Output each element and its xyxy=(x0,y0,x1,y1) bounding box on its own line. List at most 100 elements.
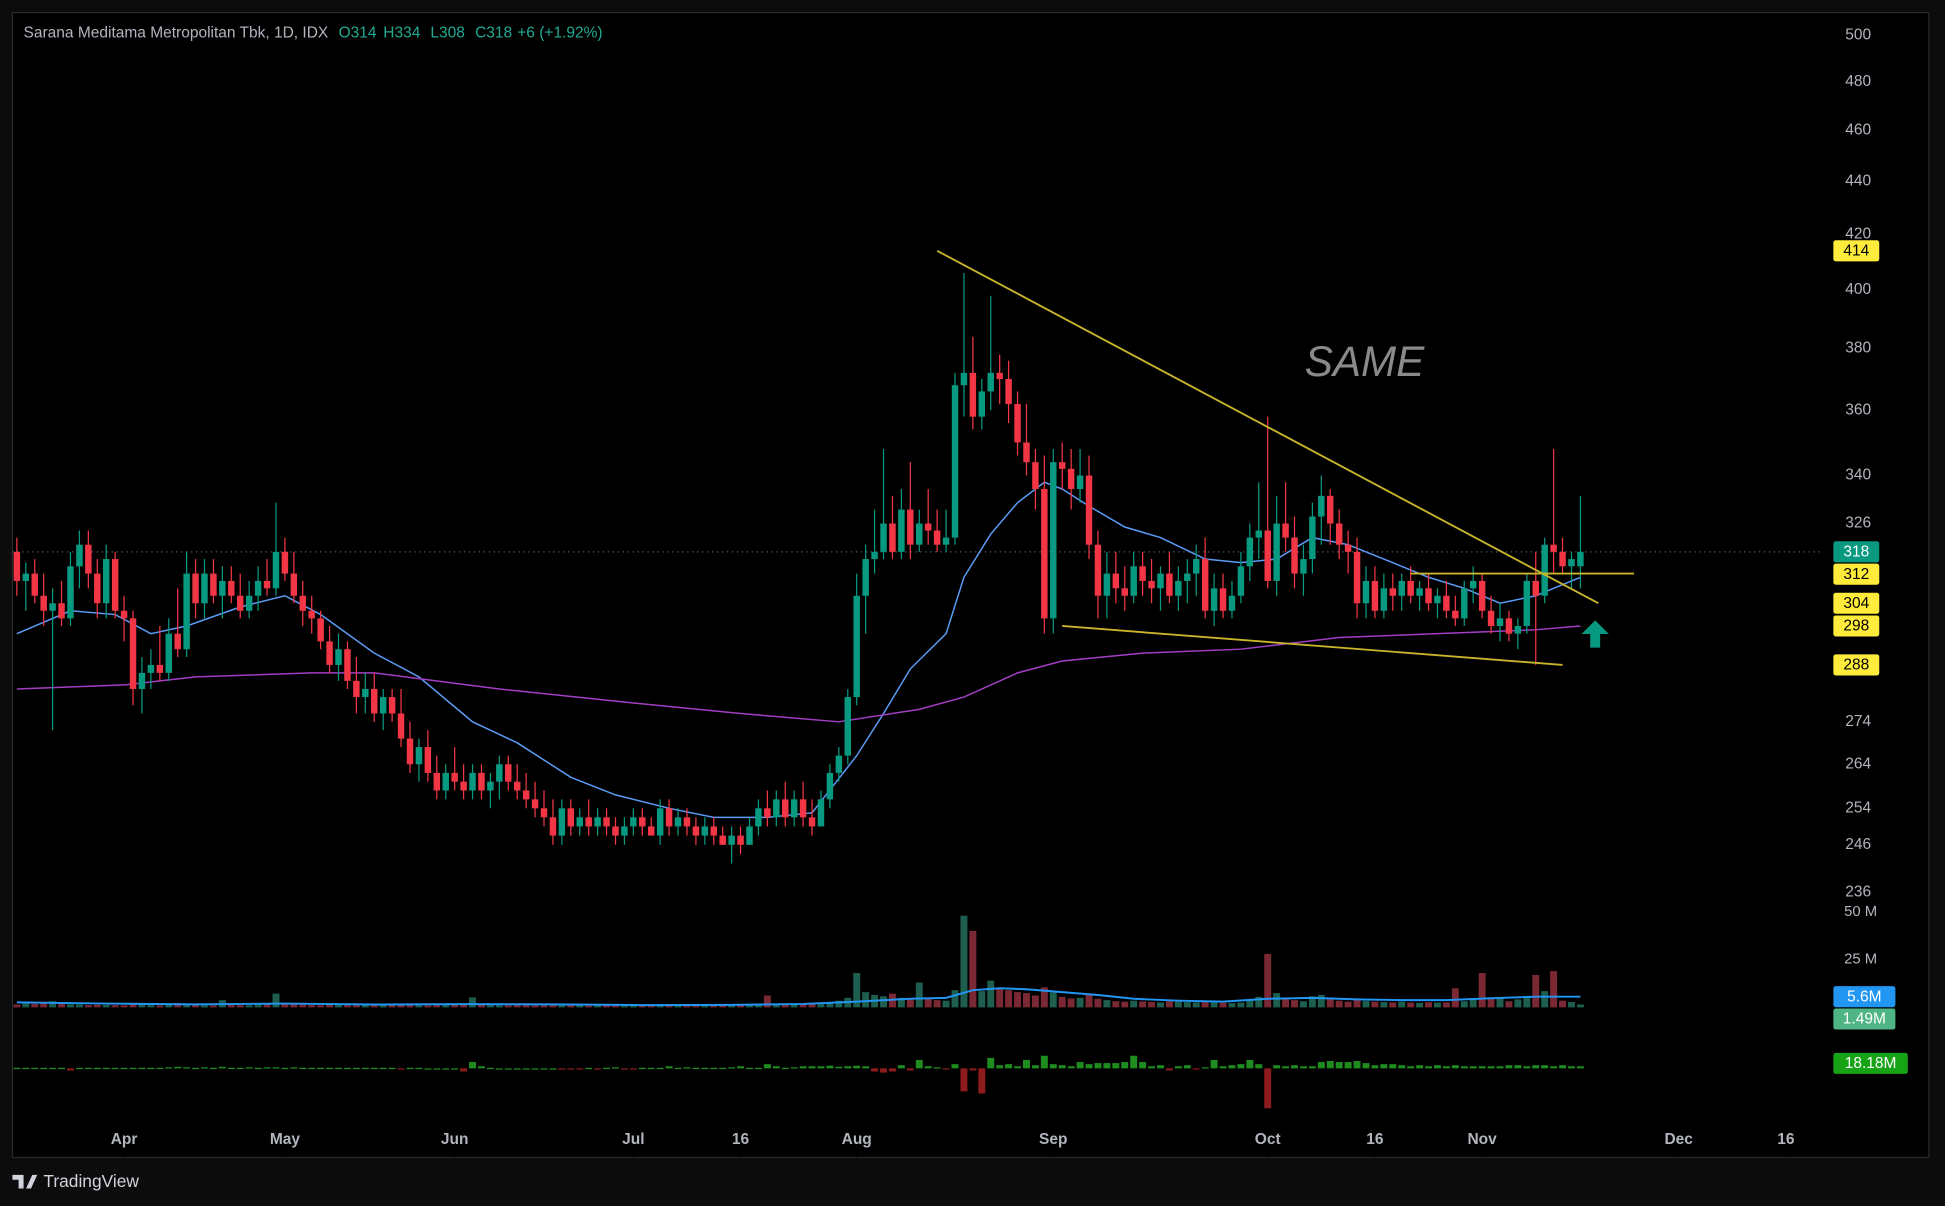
candle-body xyxy=(630,817,637,827)
candle-body xyxy=(505,764,512,782)
candle-body xyxy=(1327,495,1334,524)
volume-bar xyxy=(594,1005,602,1008)
flow-bar xyxy=(1344,1062,1352,1069)
flow-bar xyxy=(1174,1066,1182,1069)
volume-bar xyxy=(1326,999,1334,1008)
flow-bar xyxy=(1407,1066,1415,1069)
volume-bar xyxy=(102,1004,110,1008)
flow-bar xyxy=(960,1068,968,1092)
flow-bar xyxy=(924,1066,932,1069)
volume-bar xyxy=(1559,1000,1567,1008)
candle-body xyxy=(531,799,539,809)
x-tick-label: Dec xyxy=(1664,1131,1693,1148)
candle-body xyxy=(102,559,110,604)
flow-bar xyxy=(701,1067,709,1070)
candle-body xyxy=(1139,566,1146,581)
candle-body xyxy=(1487,610,1495,626)
volume-bar xyxy=(558,1005,566,1008)
candle-body xyxy=(1175,580,1182,596)
candle-body xyxy=(540,808,548,818)
flow-bar xyxy=(13,1067,21,1070)
chart-title: Sarana Meditama Metropolitan Tbk, 1D, ID… xyxy=(24,25,329,42)
x-tick-label: Oct xyxy=(1255,1131,1281,1148)
volume-bar xyxy=(826,1002,834,1008)
volume-bar xyxy=(612,1005,619,1008)
volume-bar xyxy=(93,1004,101,1008)
candle-body xyxy=(245,595,253,611)
volume-bar xyxy=(1371,1001,1379,1008)
candle-body xyxy=(460,781,467,791)
volume-bar xyxy=(1157,1002,1164,1008)
candle-body xyxy=(1452,610,1459,619)
volume-bar xyxy=(1201,1000,1209,1008)
candle-body xyxy=(1469,580,1477,589)
volume-bar xyxy=(1460,1001,1468,1008)
candle-body xyxy=(1478,580,1486,611)
flow-bar xyxy=(218,1066,226,1069)
candle-body xyxy=(639,817,646,827)
flow-bar xyxy=(201,1067,208,1069)
candle-body xyxy=(272,551,280,589)
candle-body xyxy=(120,610,128,619)
flow-bar xyxy=(120,1067,128,1070)
y-tick-label: 380 xyxy=(1845,340,1871,357)
flow-bar xyxy=(93,1067,101,1070)
flow-bar xyxy=(1496,1066,1504,1069)
flow-bar xyxy=(1264,1068,1272,1109)
volume-bar xyxy=(40,1002,48,1008)
flow-bar xyxy=(737,1066,745,1069)
y-tick-label: 500 xyxy=(1845,26,1871,43)
volume-bar xyxy=(683,1005,691,1008)
flow-bar xyxy=(844,1066,852,1069)
candle-body xyxy=(1362,580,1370,604)
flow-bar xyxy=(1005,1064,1013,1069)
flow-bar xyxy=(254,1067,262,1070)
flow-bar xyxy=(335,1067,342,1070)
flow-bar xyxy=(361,1067,369,1070)
volume-bar xyxy=(924,998,932,1008)
flow-bar xyxy=(1433,1065,1441,1069)
volume-bar xyxy=(1014,992,1022,1008)
candle-body xyxy=(1541,544,1548,596)
flow-bar xyxy=(1228,1065,1236,1069)
volume-bar xyxy=(1228,1003,1236,1008)
candle-body xyxy=(335,649,342,665)
candle-body xyxy=(1201,559,1209,611)
volume-bar xyxy=(1192,1002,1200,1008)
volume-bar xyxy=(1389,1002,1397,1008)
candle-body xyxy=(1237,566,1245,596)
brand-name[interactable]: TradingView xyxy=(43,1171,139,1191)
flow-bar xyxy=(835,1066,843,1069)
volume-bar xyxy=(1023,993,1030,1008)
volume-bar xyxy=(638,1005,646,1008)
volume-bar xyxy=(692,1005,700,1008)
candle-body xyxy=(728,835,735,845)
candle-body xyxy=(1094,544,1102,596)
volume-bar xyxy=(165,1004,173,1008)
candle-body xyxy=(406,738,414,765)
candle-body xyxy=(692,826,700,836)
flow-bar xyxy=(1237,1064,1245,1069)
flow-bar xyxy=(951,1064,959,1069)
flow-bar xyxy=(754,1067,762,1070)
flow-bar xyxy=(486,1067,494,1070)
x-tick-label: Jul xyxy=(622,1131,644,1148)
candle-body xyxy=(496,764,503,782)
x-tick-label: May xyxy=(270,1131,301,1148)
flow-bar xyxy=(1201,1067,1209,1069)
candle-body xyxy=(1121,588,1128,596)
flow-bar xyxy=(343,1067,351,1070)
candle-body xyxy=(656,808,664,836)
volume-bar xyxy=(728,1004,736,1008)
candle-body xyxy=(558,808,566,836)
y-tick-label: 460 xyxy=(1845,122,1871,139)
candle-body xyxy=(924,523,932,531)
candle-body xyxy=(1184,573,1191,581)
flow-bar xyxy=(996,1065,1004,1069)
flow-bar xyxy=(1014,1066,1022,1069)
candle-body xyxy=(263,580,271,589)
candle-body xyxy=(1246,537,1254,567)
flow-bar xyxy=(1291,1065,1298,1069)
flow-bar xyxy=(1335,1062,1343,1069)
